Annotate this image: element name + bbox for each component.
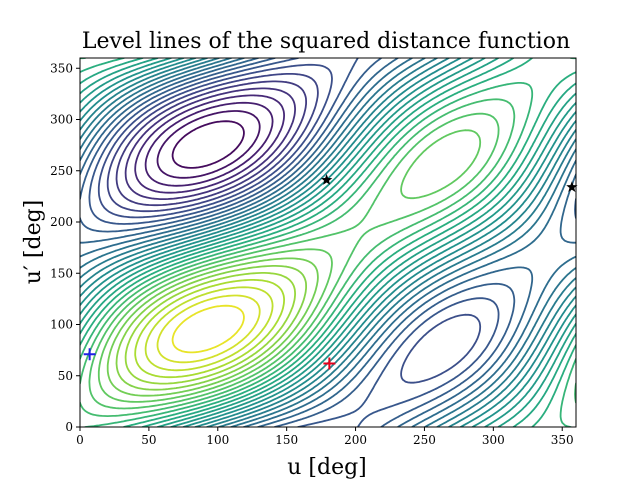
- contour-level-5: [124, 272, 296, 385]
- contour-level-8: [97, 129, 482, 403]
- y-axis-label: u′ [deg]: [21, 200, 46, 285]
- contour-level-32: [171, 120, 245, 169]
- contour-level-4: [134, 279, 285, 379]
- markers: [83, 174, 578, 370]
- contour-level-25: [97, 63, 482, 384]
- saddle-marker: [320, 174, 333, 185]
- contour-level-6: [115, 265, 307, 391]
- min-marker: [323, 357, 336, 370]
- x-tick-label: 300: [482, 433, 505, 447]
- x-axis-label: u [deg]: [287, 455, 367, 480]
- plot-frame: [79, 57, 577, 428]
- x-tick-label: 250: [413, 433, 436, 447]
- contour-level-27: [115, 80, 307, 207]
- contour-level-10: [80, 98, 576, 417]
- chart-title: Level lines of the squared distance func…: [82, 29, 570, 54]
- contour-level-31: [156, 110, 261, 179]
- x-axis: 0 50 100 150 200 250 300 350: [76, 427, 574, 447]
- contour-level-1: [171, 304, 245, 354]
- x-tick-label: 200: [344, 433, 367, 447]
- contour-level-9: [88, 112, 500, 410]
- contour-level-28: [124, 87, 296, 200]
- y-tick-label: 200: [50, 215, 73, 229]
- y-axis: 0 50 100 150 200 250 300 350: [50, 61, 80, 434]
- contour-level-7: [106, 257, 319, 397]
- max-marker: [566, 181, 578, 192]
- x-tick-label: 0: [76, 433, 84, 447]
- x-tick-label: 50: [141, 433, 156, 447]
- x-tick-label: 150: [275, 433, 298, 447]
- y-tick-label: 100: [50, 318, 73, 332]
- x-tick-label: 350: [551, 433, 574, 447]
- contour-level-2: [156, 294, 261, 364]
- start-marker: [83, 348, 96, 361]
- y-tick-label: 50: [58, 369, 73, 383]
- x-tick-label: 100: [206, 433, 229, 447]
- contour-level-30: [144, 101, 274, 187]
- y-tick-label: 150: [50, 266, 73, 280]
- contour-level-26: [106, 73, 319, 213]
- y-tick-label: 350: [50, 61, 73, 75]
- contour-lines: [80, 58, 576, 427]
- y-tick-label: 300: [50, 113, 73, 127]
- y-tick-label: 250: [50, 164, 73, 178]
- y-tick-label: 0: [65, 420, 73, 434]
- contour-level-29: [134, 94, 285, 194]
- contour-level-3: [144, 286, 274, 372]
